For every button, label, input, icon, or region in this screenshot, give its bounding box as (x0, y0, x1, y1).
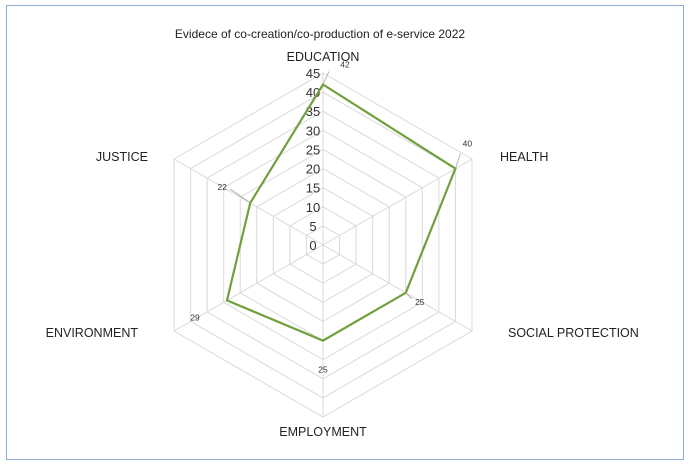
tick-label: 10 (306, 200, 320, 215)
tick-label: 0 (309, 238, 316, 253)
spoke (322, 158, 473, 246)
label-leader-line (455, 153, 461, 169)
category-label: EMPLOYMENT (279, 425, 367, 439)
label-leader-line (405, 292, 413, 300)
category-label: ENVIRONMENT (46, 326, 139, 340)
tick-label: 15 (306, 181, 320, 196)
spoke (322, 244, 473, 332)
tick-label: 5 (309, 219, 316, 234)
tick-label: 20 (306, 162, 320, 177)
tick-label: 30 (306, 123, 320, 138)
category-labels: EDUCATION HEALTH SOCIAL PROTECTION EMPLOYME… (46, 50, 639, 439)
tick-label: 25 (306, 142, 320, 157)
data-label: 42 (340, 60, 350, 70)
label-leader-line (322, 71, 330, 85)
data-label: 22 (217, 182, 227, 192)
category-label: HEALTH (500, 150, 548, 164)
data-label: 40 (463, 139, 473, 149)
spoke (173, 244, 324, 332)
chart-title: Evidece of co-creation/co-production of … (175, 27, 465, 41)
tick-label: 45 (306, 66, 320, 81)
category-label: EDUCATION (287, 50, 360, 64)
tick-label: 35 (306, 104, 320, 119)
data-label: 25 (318, 365, 328, 375)
category-label: JUSTICE (96, 150, 148, 164)
data-label: 29 (190, 312, 200, 322)
data-labels: 42 40 25 25 29 22 (190, 60, 472, 375)
label-leader-line (229, 188, 251, 204)
category-label: SOCIAL PROTECTION (508, 326, 639, 340)
data-label: 25 (415, 297, 425, 307)
